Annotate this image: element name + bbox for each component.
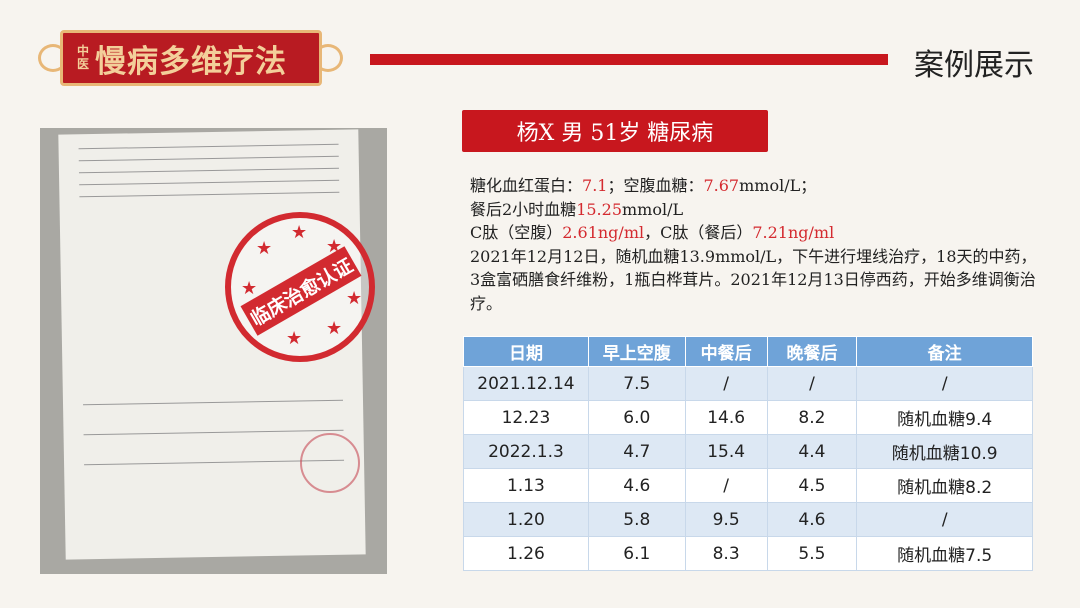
logo: 中医 慢病多维疗法: [38, 30, 343, 86]
column-header: 中餐后: [684, 336, 768, 367]
table-cell: 4.6: [587, 468, 686, 503]
text: 糖化血红蛋白：: [470, 176, 583, 195]
title-divider: [370, 54, 888, 65]
table-row: 2021.12.14 7.5// /: [463, 366, 1033, 401]
column-header: 日期: [463, 336, 589, 367]
table-row: 1.26 6.1 8.3 5.5 随机血糖7.5: [463, 536, 1033, 571]
table-row: 12.23 6.0 14.6 8.2 随机血糖9.4: [463, 400, 1033, 435]
table-cell: /: [684, 468, 768, 503]
table-cell: 随机血糖10.9: [856, 434, 1033, 469]
table-cell: 1.13: [463, 468, 589, 503]
c-peptide-fasting: 2.61ng/ml: [562, 223, 645, 242]
table-row: 2022.1.3 4.7 15.4 4.4 随机血糖10.9: [463, 434, 1033, 469]
logo-plate: 中医 慢病多维疗法: [60, 30, 322, 86]
table-cell: /: [766, 366, 858, 401]
treatment-text: 2021年12月12日，随机血糖13.9mmol/L，下午进行埋线治疗，18天的…: [470, 246, 1037, 313]
table-cell: 2021.12.14: [463, 366, 589, 401]
table-cell: 4.6: [766, 502, 858, 537]
text: ；空腹血糖：: [607, 176, 704, 195]
table-row: 1.13 4.6/4.5 随机血糖8.2: [463, 468, 1033, 503]
table-cell: 8.3: [684, 536, 768, 571]
table-cell: 5.8: [587, 502, 686, 537]
text: 餐后2小时血糖: [470, 199, 577, 219]
text: mmol/L: [622, 199, 684, 219]
certification-stamp: ★ ★ ★ ★ ★ ★ ★ 临床治愈认证: [225, 212, 375, 362]
table-cell: 随机血糖8.2: [856, 468, 1033, 503]
text: ，C肽（餐后）: [644, 223, 753, 242]
logo-title: 慢病多维疗法: [95, 43, 287, 80]
table-cell: 6.1: [587, 536, 686, 571]
table-cell: 1.26: [463, 536, 589, 571]
table-row: 1.20 5.8 9.5 4.6/: [463, 502, 1033, 537]
table-cell: 9.5: [684, 502, 768, 537]
column-header: 晚餐后: [766, 336, 858, 367]
glucose-table: 日期 早上空腹 中餐后 晚餐后 备注 2021.12.14 7.5///12.23 6.0 1…: [463, 336, 1033, 571]
column-header: 备注: [856, 336, 1033, 367]
table-cell: 5.5: [766, 536, 858, 571]
table-cell: 随机血糖7.5: [856, 536, 1033, 571]
patient-banner: 杨X 男 51岁 糖尿病: [462, 110, 768, 152]
hospital-seal: [300, 433, 360, 493]
column-header: 早上空腹: [587, 336, 686, 367]
hba1c-value: 7.1: [582, 176, 608, 195]
table-cell: 8.2: [766, 400, 858, 435]
section-title: 案例展示: [914, 48, 1034, 83]
table-cell: /: [856, 502, 1033, 537]
table-cell: /: [684, 366, 768, 401]
table-cell: 6.0: [587, 400, 686, 435]
text: mmol/L；: [739, 176, 817, 195]
text: C肽（空腹）: [470, 223, 563, 242]
stamp-text: 临床治愈认证: [240, 246, 362, 336]
table-cell: 7.5: [587, 366, 686, 401]
table-cell: 15.4: [684, 434, 768, 469]
fasting-glucose-value: 7.67: [703, 176, 740, 195]
table-cell: 随机血糖9.4: [856, 400, 1033, 435]
table-cell: 4.5: [766, 468, 858, 503]
table-cell: 4.4: [766, 434, 858, 469]
case-description: 糖化血红蛋白：7.1；空腹血糖：7.67mmol/L； 餐后2小时血糖15.25…: [470, 174, 1040, 315]
table-cell: 4.7: [587, 434, 686, 469]
c-peptide-postmeal: 7.21ng/ml: [752, 223, 835, 242]
table-cell: /: [856, 366, 1033, 401]
table-cell: 12.23: [463, 400, 589, 435]
table-cell: 1.20: [463, 502, 589, 537]
table-cell: 2022.1.3: [463, 434, 589, 469]
postprandial-value: 15.25: [576, 199, 622, 219]
table-cell: 14.6: [684, 400, 768, 435]
logo-small-text: 中医: [77, 44, 90, 71]
